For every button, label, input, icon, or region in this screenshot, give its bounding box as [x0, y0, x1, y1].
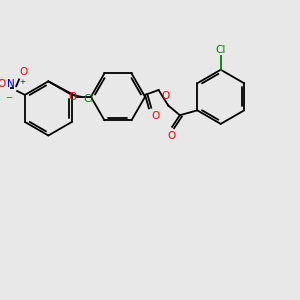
Text: −: − — [6, 93, 13, 102]
Text: Cl: Cl — [83, 94, 94, 104]
Text: O: O — [68, 92, 76, 102]
Text: O: O — [0, 79, 6, 89]
Text: O: O — [161, 91, 170, 101]
Text: Cl: Cl — [215, 45, 226, 55]
Text: N: N — [8, 79, 15, 89]
Text: O: O — [152, 111, 160, 121]
Text: +: + — [19, 79, 25, 85]
Text: O: O — [19, 68, 27, 77]
Text: O: O — [167, 131, 175, 141]
